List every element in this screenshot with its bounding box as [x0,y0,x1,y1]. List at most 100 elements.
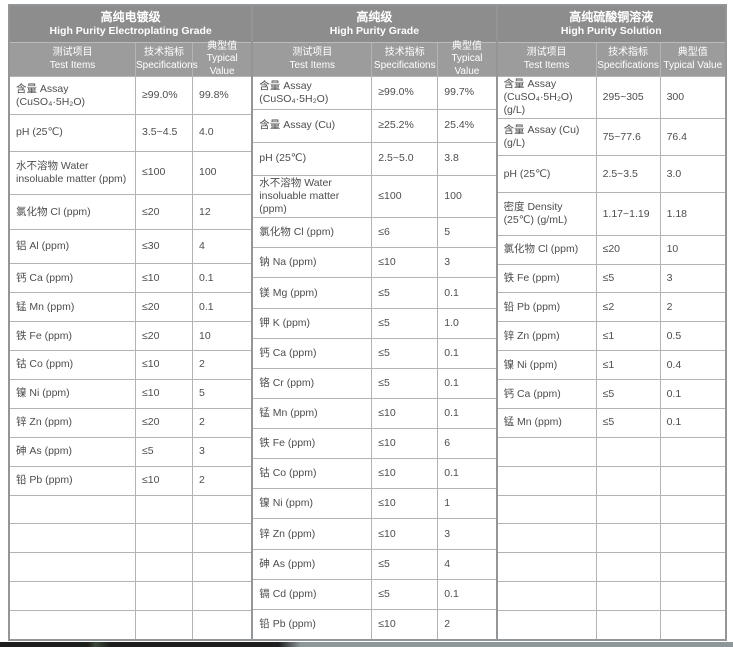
empty-row [497,523,725,553]
test-item-cell: 含量 Assay (CuSO₄·5H₂O) (g/L) [503,78,573,117]
test-item-cell: 钙 Ca (ppm) [259,346,317,359]
section-title-zh: 高纯电镀级 [100,10,161,24]
typical-value-cell: 100 [437,175,495,218]
typical-value-cell: 3.8 [437,142,495,175]
spec-cell: 75~77.6 [595,119,660,156]
spec-cell: ≥25.2% [371,109,437,142]
table-row: 铬 Cr (ppm) ≤5 0.1 [253,367,496,398]
table-row: 含量 Assay (CuSO₄·5H₂O) ≥99.0% 99.7% [253,76,496,109]
test-item-cell: 镍 Ni (ppm) [259,497,313,510]
typical-value-cell: 12 [192,195,251,229]
test-item-cell: 镁 Mg (ppm) [259,286,318,299]
empty-cell [192,553,251,582]
spec-cell: 3.5~4.5 [135,115,192,151]
column-header-en: Typical Value [451,53,483,77]
test-item-cell: pH (25℃) [503,167,551,180]
test-item-cell: 水不溶物 Water insoluable matter (ppm) [259,177,340,216]
copper-sulfate-spec-table: 高纯电镀级 High Purity Electroplating Grade 测试项… [8,4,727,641]
empty-cell [595,524,660,553]
spec-cell: ≤10 [371,609,437,639]
table-section: 高纯电镀级 High Purity Electroplating Grade 测试项… [10,6,252,640]
spec-cell: ≤10 [135,466,192,495]
empty-cell [10,611,135,639]
page-edge-strip [0,642,733,647]
column-header-specifications: 技术指标 Specifications [595,43,660,76]
test-item-cell: 镍 Ni (ppm) [16,387,70,400]
empty-cell [595,611,660,639]
spec-cell: ≤10 [371,519,437,549]
table-row: 铁 Fe (ppm) ≤5 3 [497,263,725,293]
section-body: 含量 Assay (CuSO₄·5H₂O) ≥99.0% 99.7% 含量 Assay… [253,76,496,639]
column-header-en: Specifications [597,59,659,71]
test-item-cell: 镍 Ni (ppm) [503,358,558,371]
test-item-cell: 铁 Fe (ppm) [503,272,560,284]
test-item-cell: 氯化物 Cl (ppm) [259,226,334,239]
test-item-cell: 氯化物 Cl (ppm) [16,205,91,218]
table-row: 钴 Co (ppm) ≤10 0.1 [253,458,496,489]
test-item-cell: 钴 Co (ppm) [259,467,317,480]
table-row: 钙 Ca (ppm) ≤5 0.1 [497,379,725,408]
spec-cell: ≤10 [135,351,192,379]
empty-cell [498,467,596,495]
table-row: 锰 Mn (ppm) ≤10 0.1 [253,397,496,429]
empty-cell [135,582,192,611]
table-row: 含量 Assay (CuSO₄·5H₂O) (g/L) 295~305 300 [497,76,725,119]
empty-cell [498,553,596,581]
empty-cell [595,437,660,466]
typical-value-cell: 10 [192,322,251,351]
test-item-cell: 水不溶物 Water insoluable matter (ppm) [16,159,127,185]
empty-row [10,610,252,640]
typical-value-cell: 25.4% [437,109,495,142]
column-header-row: 测试项目 Test Items 技术指标 Specifications 典型值 Typic… [253,41,496,77]
column-header-row: 测试项目 Test Items 技术指标 Specifications 典型值 Typic… [497,42,725,76]
typical-value-cell: 6 [437,429,495,459]
table-section: 高纯级 High Purity Grade 测试项目 Test Items 技术指标 Sp… [251,6,496,639]
table-row: 水不溶物 Water insoluable matter (ppm) ≤100 10… [10,150,252,195]
typical-value-cell: 0.1 [192,293,251,322]
test-item-cell: 氯化物 Cl (ppm) [503,243,579,256]
empty-row [10,552,252,582]
empty-cell [10,496,135,524]
typical-value-cell: 0.1 [437,398,495,429]
spec-cell: ≥99.0% [135,77,192,115]
section-title-en: High Purity Grade [329,25,420,37]
table-row: 氯化物 Cl (ppm) ≤20 12 [10,194,252,229]
test-item-cell: 锰 Mn (ppm) [16,300,75,313]
test-item-cell: pH (25℃) [16,126,63,139]
empty-row [497,494,725,524]
column-header-row: 测试项目 Test Items 技术指标 Specifications 典型值 Typic… [10,41,252,77]
empty-cell [659,524,725,553]
table-row: 铅 Pb (ppm) ≤10 2 [253,608,496,639]
test-item-cell: 砷 As (ppm) [259,557,316,570]
spec-cell: ≤30 [135,229,192,264]
section-title-en: High Purity Solution [560,25,662,37]
spec-cell: ≤6 [371,218,437,248]
spec-cell: ≥99.0% [371,77,437,109]
table-row: 铁 Fe (ppm) ≤20 10 [10,321,252,351]
table-row: 含量 Assay (Cu) ≥25.2% 25.4% [253,108,496,142]
typical-value-cell: 0.1 [437,278,495,308]
spec-cell: ≤5 [595,408,660,437]
section-title-en: High Purity Electroplating Grade [49,25,212,37]
spec-cell: ≤2 [595,293,660,322]
typical-value-cell: 100 [192,151,251,195]
spec-cell: ≤10 [371,489,437,519]
empty-cell [659,582,725,611]
typical-value-cell: 0.1 [437,579,495,609]
spec-cell: ≤10 [371,429,437,459]
typical-value-cell: 0.4 [659,351,725,380]
spec-cell: ≤1 [595,322,660,351]
empty-cell [659,611,725,639]
empty-cell [595,495,660,524]
empty-cell [135,611,192,640]
spec-cell: ≤5 [595,264,660,293]
empty-cell [595,466,660,495]
section-title-zh: 高纯级 [356,10,393,24]
spec-cell: 1.17~1.19 [595,193,660,235]
table-row: 砷 As (ppm) ≤5 4 [253,548,496,579]
test-item-cell: 钾 K (ppm) [259,316,311,329]
test-item-cell: 锰 Mn (ppm) [259,407,318,420]
spec-cell: ≤10 [135,264,192,293]
column-header-en: Test Items [289,59,336,71]
table-row: 钾 K (ppm) ≤5 1.0 [253,307,496,338]
